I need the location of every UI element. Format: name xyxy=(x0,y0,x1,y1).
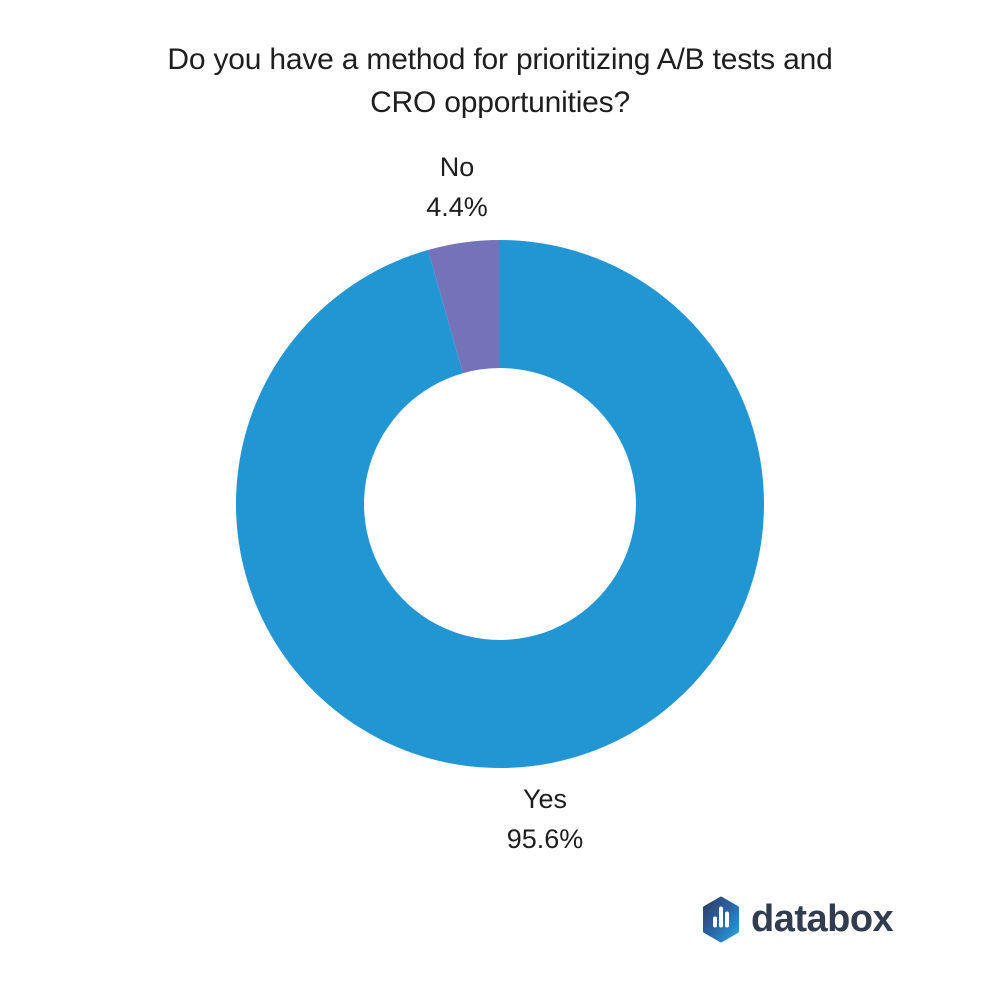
slice-label-no: No 4.4% xyxy=(337,147,577,227)
donut-slice-no xyxy=(427,240,500,374)
databox-hexagon-bars-icon xyxy=(703,896,739,943)
chart-title-line-2: CRO opportunities? xyxy=(370,86,630,119)
donut-slice-yes xyxy=(235,240,764,768)
slice-label-no-name: No xyxy=(439,152,475,182)
chart-title: Do you have a method for prioritizing A/… xyxy=(0,38,1000,124)
slice-label-yes-value: 95.6% xyxy=(506,824,584,854)
chart-title-line-1: Do you have a method for prioritizing A/… xyxy=(167,43,833,76)
slice-label-yes-name: Yes xyxy=(522,784,568,814)
databox-logo-text: databox xyxy=(751,898,894,940)
donut-slices xyxy=(235,240,764,768)
slice-label-no-value: 4.4% xyxy=(426,192,488,222)
slice-label-yes: Yes 95.6% xyxy=(425,779,665,859)
databox-logo: databox xyxy=(701,896,894,943)
